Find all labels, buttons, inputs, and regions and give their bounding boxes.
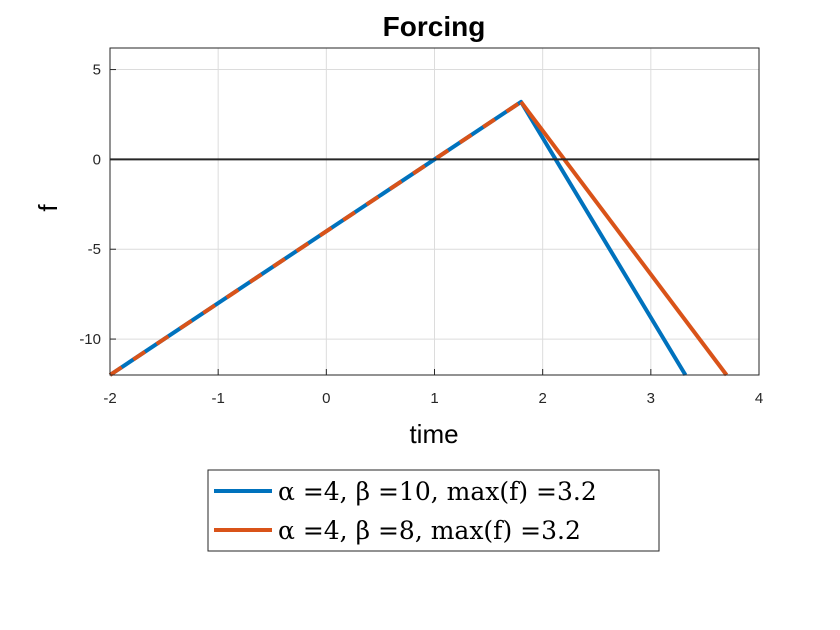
x-tick-label: 3 bbox=[647, 390, 655, 407]
legend-label-series-2: α =4, β =8, max(f) =3.2 bbox=[278, 516, 581, 545]
x-ticks: -2 -1 0 1 2 3 4 bbox=[103, 369, 763, 407]
y-ticks: -10 -5 0 5 bbox=[79, 62, 116, 348]
x-tick-label: -2 bbox=[103, 390, 116, 407]
x-tick-label: -1 bbox=[211, 390, 224, 407]
x-tick-label: 1 bbox=[430, 390, 438, 407]
y-tick-label: -10 bbox=[79, 331, 101, 348]
legend-label-series-1: α =4, β =10, max(f) =3.2 bbox=[278, 477, 597, 506]
y-tick-label: 5 bbox=[93, 62, 101, 79]
x-axis-label: time bbox=[409, 419, 458, 449]
y-axis-label: f bbox=[33, 204, 63, 212]
series-layer bbox=[108, 99, 729, 377]
legend-box bbox=[207, 469, 660, 552]
chart-title: Forcing bbox=[383, 11, 486, 42]
y-tick-label: 0 bbox=[93, 151, 101, 168]
y-tick-label: -5 bbox=[88, 241, 101, 258]
series-2-line bbox=[519, 100, 729, 377]
x-tick-label: 0 bbox=[322, 390, 330, 407]
x-tick-label: 4 bbox=[755, 390, 763, 407]
legend: α =4, β =10, max(f) =3.2 α =4, β =8, max… bbox=[207, 469, 660, 552]
x-tick-label: 2 bbox=[538, 390, 546, 407]
